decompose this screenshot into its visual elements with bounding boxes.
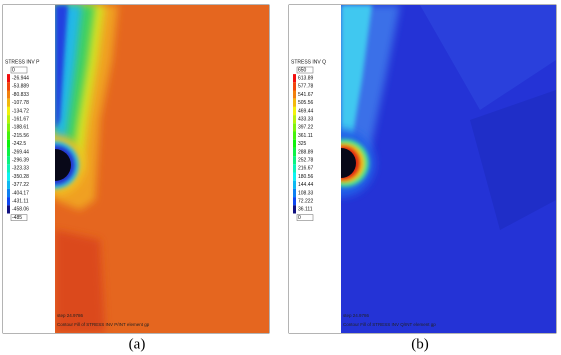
- legend-label: 469.44: [298, 108, 314, 114]
- legend-swatch: [7, 205, 10, 214]
- legend-swatch: [293, 74, 296, 83]
- legend-swatch: [293, 82, 296, 91]
- legend-box: [296, 66, 314, 74]
- step-label: step 24.9786: [343, 313, 370, 318]
- contour-label: Contour Fill of STRESS INV Q/INT element…: [343, 322, 436, 327]
- legend-swatch: [7, 90, 10, 99]
- legend-label: 0: [12, 67, 15, 73]
- legend-swatch: [7, 74, 10, 83]
- legend-label: 180.56: [298, 174, 314, 180]
- legend-swatch: [7, 197, 10, 206]
- legend-label: 72.222: [298, 199, 314, 205]
- legend-label: -485: [12, 215, 22, 221]
- legend-label: -26.944: [12, 76, 29, 82]
- legend: STRESS INV Q 650 613.89 577.78 541.67 505.56 4…: [291, 59, 326, 221]
- contour-field: [341, 5, 556, 333]
- legend-swatch: [293, 164, 296, 173]
- legend-label: -80.833: [12, 92, 29, 98]
- caption: (a): [129, 336, 146, 352]
- legend-title: STRESS INV P: [5, 59, 40, 65]
- legend-swatch: [293, 180, 296, 189]
- legend-swatch: [293, 139, 296, 148]
- legend-swatch: [7, 98, 10, 107]
- legend-swatch: [293, 156, 296, 165]
- legend-label: -53.889: [12, 84, 29, 90]
- legend-label: 216.67: [298, 166, 314, 172]
- legend-label: -323.33: [12, 166, 29, 172]
- panel-a: [2, 4, 270, 334]
- legend-swatch: [7, 188, 10, 198]
- legend-label: -161.67: [12, 117, 29, 123]
- legend-label: 505.56: [298, 100, 314, 106]
- legend-box: [10, 214, 28, 221]
- legend-swatch: [7, 156, 10, 165]
- step-label: step 24.9786: [57, 313, 84, 318]
- legend-swatch: [7, 131, 10, 140]
- legend-label: -188.61: [12, 125, 29, 131]
- legend-label: -296.39: [12, 158, 29, 164]
- contour-label: Contour Fill of STRESS INV P/INT element…: [57, 322, 150, 327]
- legend-label: 108.33: [298, 190, 314, 196]
- legend-label: 541.67: [298, 92, 314, 98]
- legend-label: -377.22: [12, 182, 29, 188]
- legend-swatch: [293, 172, 296, 181]
- legend-label: -134.72: [12, 108, 29, 114]
- legend-swatch: [293, 188, 296, 198]
- legend-label: -404.17: [12, 190, 29, 196]
- legend-swatch: [293, 197, 296, 206]
- legend-label: -350.28: [12, 174, 29, 180]
- legend-label: 577.78: [298, 84, 314, 90]
- legend-label: -242.5: [12, 141, 26, 147]
- legend-swatch: [7, 123, 10, 132]
- legend-label: -107.78: [12, 100, 29, 106]
- legend-swatch: [293, 131, 296, 140]
- legend-title: STRESS INV Q: [291, 59, 326, 65]
- legend-swatch: [7, 139, 10, 148]
- legend-label: -458.06: [12, 207, 29, 213]
- legend-label: 325: [298, 141, 307, 147]
- legend-label: 252.78: [298, 158, 314, 164]
- legend-label: 613.89: [298, 76, 314, 82]
- legend-swatch: [293, 90, 296, 99]
- legend-swatch: [7, 115, 10, 124]
- legend-label: 36.111: [298, 207, 313, 213]
- legend: STRESS INV P 0 -26.944 -53.889 -80.833 -107.7…: [5, 59, 40, 221]
- legend-box: [10, 66, 28, 74]
- legend-swatch: [293, 115, 296, 124]
- contour-field: [55, 5, 269, 333]
- legend-swatch: [7, 147, 10, 157]
- legend-swatch: [7, 180, 10, 189]
- legend-swatch: [293, 205, 296, 214]
- legend-label: -431.11: [12, 199, 29, 205]
- legend-label: 144.44: [298, 182, 314, 188]
- legend-swatch: [7, 172, 10, 181]
- legend-swatch: [293, 106, 296, 116]
- legend-swatch: [7, 164, 10, 173]
- legend-box: [296, 214, 314, 221]
- legend-swatch: [293, 123, 296, 132]
- legend-label: 0: [298, 215, 301, 221]
- legend-label: -269.44: [12, 149, 29, 155]
- caption: (b): [411, 336, 429, 352]
- legend-label: 650: [298, 67, 307, 73]
- legend-swatch: [293, 98, 296, 107]
- legend-label: 288.89: [298, 149, 314, 155]
- panel-b: [288, 4, 557, 334]
- legend-swatch: [7, 82, 10, 91]
- legend-swatch: [7, 106, 10, 116]
- legend-label: 433.33: [298, 117, 314, 123]
- legend-label: -215.56: [12, 133, 29, 139]
- legend-swatch: [293, 147, 296, 157]
- legend-label: 361.11: [298, 133, 313, 139]
- legend-label: 397.22: [298, 125, 314, 131]
